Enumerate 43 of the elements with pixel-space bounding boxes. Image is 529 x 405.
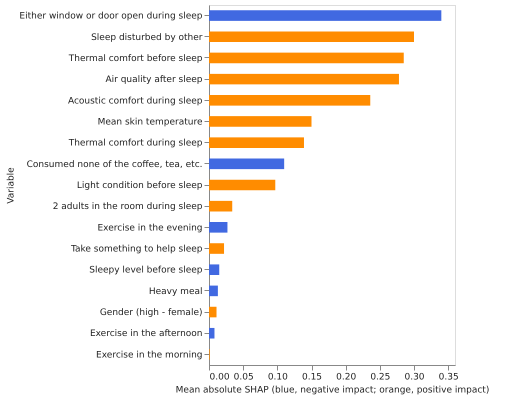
y-tick-label: 2 adults in the room during sleep bbox=[52, 202, 203, 212]
y-tick-label: Exercise in the evening bbox=[97, 223, 202, 234]
y-tick-label: Light condition before sleep bbox=[76, 181, 203, 191]
x-tick-label: 0.15 bbox=[302, 372, 322, 382]
x-axis-title: Mean absolute SHAP (blue, negative impact; orange, positive impact) bbox=[176, 386, 490, 396]
y-tick-label: Gender (high - female) bbox=[100, 308, 202, 318]
bar bbox=[209, 116, 312, 127]
bar bbox=[209, 328, 214, 339]
y-tick-label: Exercise in the afternoon bbox=[90, 329, 202, 340]
y-tick-label: Sleepy level before sleep bbox=[89, 266, 203, 276]
bar bbox=[209, 158, 284, 170]
bar bbox=[209, 10, 442, 21]
x-tick-label: 0.20 bbox=[336, 372, 356, 382]
bar bbox=[209, 137, 304, 148]
x-tick-label: 0.10 bbox=[268, 372, 288, 382]
bar bbox=[209, 31, 414, 42]
x-tick-label: 0.30 bbox=[404, 372, 425, 382]
bar bbox=[209, 222, 228, 233]
bar bbox=[209, 180, 276, 190]
y-tick-label: Consumed none of the coffee, tea, etc. bbox=[26, 160, 202, 170]
x-tick-label: 0.05 bbox=[234, 372, 254, 382]
y-tick-label: Acoustic comfort during sleep bbox=[68, 96, 203, 106]
y-tick-label: Thermal comfort during sleep bbox=[68, 138, 203, 149]
y-tick-label: Either window or door open during sleep bbox=[19, 12, 203, 22]
y-tick-label: Take something to help sleep bbox=[70, 244, 203, 255]
bar bbox=[209, 306, 217, 318]
bar bbox=[209, 74, 399, 84]
y-tick-label: Sleep disturbed by other bbox=[91, 32, 203, 43]
bar bbox=[209, 200, 232, 212]
x-tick-label: 0.35 bbox=[438, 372, 459, 382]
y-tick-label: Mean skin temperature bbox=[98, 117, 203, 128]
y-tick-label: Heavy meal bbox=[148, 286, 202, 297]
x-tick-label: 0.25 bbox=[370, 372, 390, 382]
bar bbox=[209, 286, 218, 296]
bar bbox=[209, 95, 370, 106]
y-axis-title: Variable bbox=[6, 166, 16, 204]
bar bbox=[209, 52, 404, 64]
y-tick-label: Thermal comfort before sleep bbox=[68, 54, 203, 64]
bar bbox=[209, 264, 220, 275]
bar bbox=[209, 243, 224, 254]
y-tick-label: Exercise in the morning bbox=[96, 350, 202, 360]
x-tick-label: 0.00 bbox=[210, 372, 230, 382]
y-tick-label: Air quality after sleep bbox=[106, 75, 203, 86]
